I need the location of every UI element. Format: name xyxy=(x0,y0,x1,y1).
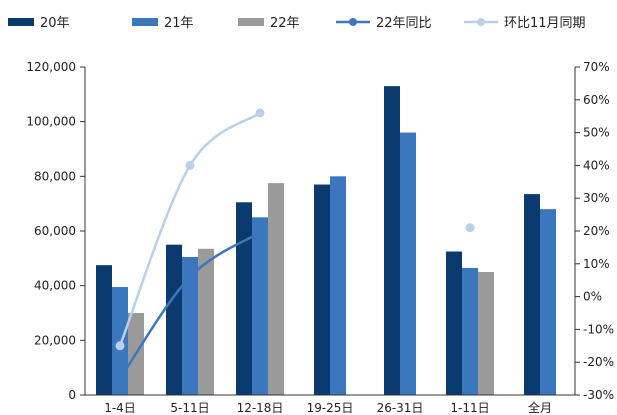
bar-21年-5-11日 xyxy=(182,256,198,395)
left-tick-label: 80,000 xyxy=(34,169,76,183)
right-tick-label: 40% xyxy=(583,158,610,172)
point-22年同比-5-11日 xyxy=(185,272,195,282)
point-环比11月同期-12-18日 xyxy=(255,108,265,118)
bar-22年-12-18日 xyxy=(268,183,284,395)
bar-20年-全月 xyxy=(524,194,540,395)
point-环比11月同期-5-11日 xyxy=(185,160,195,170)
legend-label-22年同比: 22年同比 xyxy=(376,16,432,31)
right-tick-label: 20% xyxy=(583,224,610,238)
x-tick-label: 19-25日 xyxy=(307,401,354,415)
legend-label-21年: 21年 xyxy=(164,16,194,31)
left-tick-label: 60,000 xyxy=(34,224,76,238)
legend-label-20年: 20年 xyxy=(40,16,70,31)
right-tick-label: 0% xyxy=(583,290,602,304)
right-tick-label: -20% xyxy=(583,355,614,369)
point-环比11月同期-1-11日 xyxy=(465,223,475,233)
bar-22年-1-11日 xyxy=(478,272,494,395)
x-tick-label: 1-4日 xyxy=(104,401,136,415)
legend-swatch-20年 xyxy=(8,18,34,26)
point-22年同比-12-18日 xyxy=(255,228,265,238)
bar-20年-5-11日 xyxy=(166,244,182,395)
point-22年同比-1-11日 xyxy=(465,301,475,311)
right-tick-label: 10% xyxy=(583,257,610,271)
bar-21年-1-11日 xyxy=(462,267,478,395)
legend-label-环比11月同期: 环比11月同期 xyxy=(504,16,586,31)
right-tick-label: -30% xyxy=(583,388,614,402)
lines xyxy=(115,108,475,384)
bars xyxy=(96,86,556,395)
legend-marker-环比11月同期 xyxy=(477,18,485,26)
legend-marker-22年同比 xyxy=(349,18,357,26)
right-tick-label: 30% xyxy=(583,191,610,205)
x-tick-label: 5-11日 xyxy=(170,401,209,415)
point-环比11月同期-1-4日 xyxy=(115,341,125,351)
point-22年同比-1-4日 xyxy=(115,374,125,384)
line-环比11月同期 xyxy=(118,111,261,347)
bar-20年-1-11日 xyxy=(446,251,462,395)
bar-22年-5-11日 xyxy=(198,248,214,395)
legend-swatch-22年 xyxy=(238,18,264,26)
left-tick-label: 100,000 xyxy=(26,115,76,129)
right-tick-label: 60% xyxy=(583,93,610,107)
left-tick-label: 20,000 xyxy=(34,333,76,347)
bar-21年-全月 xyxy=(540,209,556,395)
x-axis: 1-4日 5-11日 12-18日 19-25日 26-31日 1-11日 全月 xyxy=(85,394,575,415)
right-tick-label: -10% xyxy=(583,322,614,336)
bar-21年-1-4日 xyxy=(112,287,128,395)
x-tick-label: 全月 xyxy=(528,400,552,415)
x-tick-label: 1-11日 xyxy=(450,401,489,415)
legend-swatch-21年 xyxy=(132,18,158,26)
right-tick-label: 50% xyxy=(583,126,610,140)
bar-20年-26-31日 xyxy=(384,86,400,395)
bar-20年-1-4日 xyxy=(96,265,112,395)
left-axis: 0 20,000 40,000 60,000 80,000 100,000 120,000 xyxy=(26,60,86,402)
bar-21年-26-31日 xyxy=(400,132,416,395)
bar-20年-12-18日 xyxy=(236,202,252,395)
left-tick-label: 40,000 xyxy=(34,279,76,293)
bar-21年-19-25日 xyxy=(330,176,346,395)
legend-label-22年: 22年 xyxy=(270,16,300,31)
legend: 20年 21年 22年 22年同比 环比11月同期 xyxy=(8,16,586,31)
bar-21年-12-18日 xyxy=(252,217,268,395)
right-tick-label: 70% xyxy=(583,60,610,74)
x-tick-label: 12-18日 xyxy=(237,401,284,415)
x-tick-label: 26-31日 xyxy=(377,401,424,415)
left-tick-label: 0 xyxy=(68,388,76,402)
left-tick-label: 120,000 xyxy=(26,60,76,74)
bar-20年-19-25日 xyxy=(314,184,330,395)
right-axis: -30% -20% -10% 0% 10% 20% 30% 40% 50% 60% 70% xyxy=(574,60,614,402)
